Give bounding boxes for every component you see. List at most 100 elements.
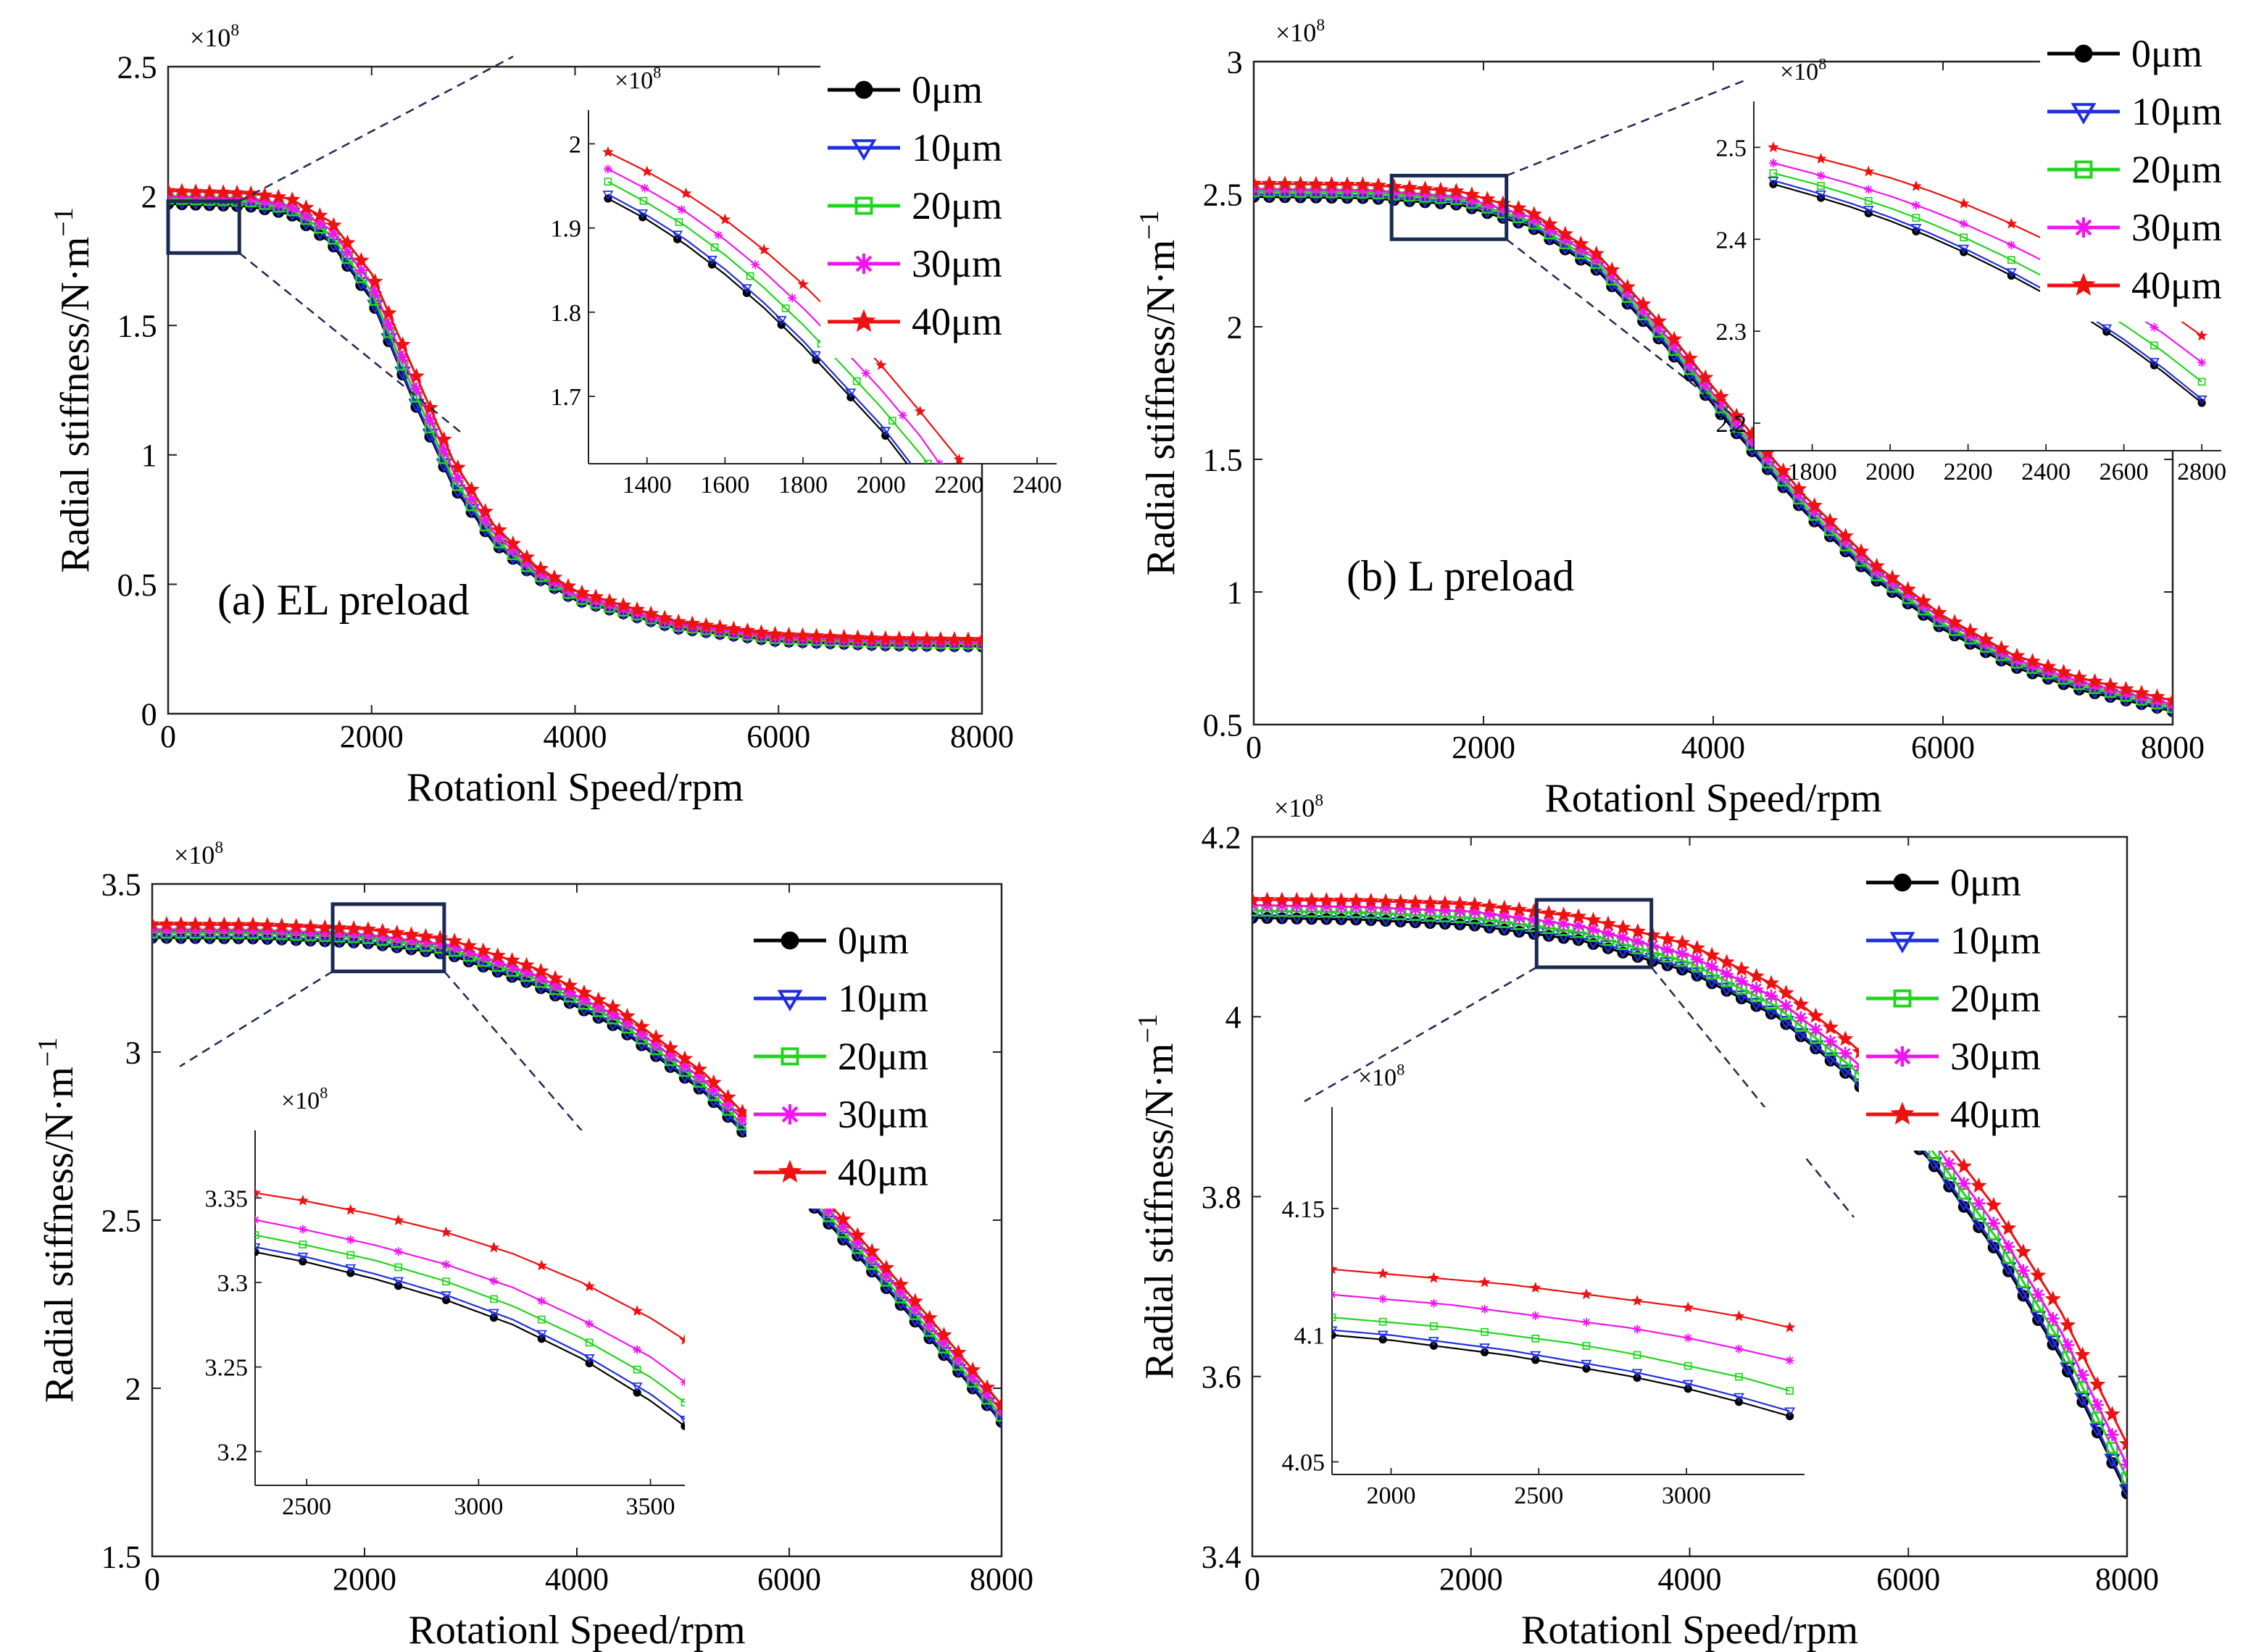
panel-d-point (2092, 1411, 2104, 1424)
panel-b-point (1993, 640, 2010, 656)
panel-b-point (1605, 269, 1619, 283)
panel-b-inset-xtick-label: 2800 (2177, 459, 2226, 485)
panel-a-inset-ytick-label: 2 (569, 131, 581, 158)
panel-c-inset-point (441, 1260, 451, 1269)
panel-d-point (1392, 893, 1409, 909)
panel-d-inset-point (1480, 1304, 1489, 1314)
panel-b-point (1541, 215, 1558, 232)
panel-c-point (591, 1000, 605, 1014)
panel-a-point (230, 191, 244, 205)
panel-a-inset-point (710, 243, 719, 251)
panel-b-point (2133, 684, 2150, 700)
panel-d-inset-line-0μm (1332, 1334, 1790, 1417)
panel-d-point (1735, 975, 1749, 988)
panel-a-inset-multiplier: ×108 (615, 64, 661, 94)
panel-a-point (368, 285, 382, 299)
panel-b-inset-point (2005, 268, 2017, 278)
panel-b-point (1356, 183, 1370, 197)
panel-b-inset-point (1959, 219, 1968, 228)
panel-b-inset-point (1912, 214, 1921, 222)
panel-d-inset-point (1581, 1317, 1591, 1327)
panel-c-point (981, 1387, 994, 1401)
panel-a-inset-point (845, 388, 857, 399)
panel-c-point (547, 969, 564, 985)
panel-a-point (325, 217, 342, 233)
panel-b-point (1354, 176, 1371, 192)
panel-d-point (1823, 1035, 1837, 1048)
panel-c-point (446, 933, 463, 948)
panel-d-point (1763, 975, 1780, 990)
panel-d-point (1304, 899, 1318, 913)
panel-c-point (633, 1018, 650, 1034)
panel-b-legend-marker (2074, 160, 2093, 179)
panel-c-inset-line-10μm (255, 1246, 685, 1420)
panel-b-inset-ytick-label: 2.2 (1716, 411, 1747, 438)
panel-d-point (2044, 1290, 2061, 1306)
panel-d-point (1453, 904, 1467, 918)
panel-a-xtick-label: 0 (160, 719, 176, 754)
panel-c-inset-point (345, 1264, 357, 1274)
panel-d-point (1689, 967, 1705, 982)
panel-d-inset-point (1733, 1310, 1745, 1322)
panel-b-point (1668, 339, 1681, 353)
panel-b-point (2118, 680, 2134, 696)
panel-a-inset-line-20μm (607, 180, 929, 464)
panel-a-legend-label: 30μm (912, 242, 1002, 285)
panel-a-inset-point (640, 183, 649, 193)
panel-a-point (451, 471, 465, 485)
panel-b-point (1666, 330, 1683, 346)
panel-b-inset-point (2197, 358, 2207, 367)
panel-c-inset-point (536, 1330, 547, 1340)
panel-c-xtick-label: 4000 (545, 1561, 609, 1597)
panel-a-point (547, 575, 561, 589)
panel-c-point (505, 960, 519, 974)
panel-a-legend-marker (854, 254, 874, 274)
panel-b-point (1697, 369, 1714, 385)
panel-a-point (189, 190, 203, 204)
panel-b-point (1589, 252, 1603, 266)
panel-d-point (1466, 896, 1483, 912)
panel-b-inset-ytick-label: 2.5 (1716, 135, 1747, 162)
panel-d-point (1275, 899, 1289, 913)
panel-d-inset-line-10μm (1332, 1329, 1790, 1412)
panel-a-inset-ytick-label: 1.8 (551, 300, 582, 327)
panel-c-point (361, 928, 375, 942)
panel-b-inset-ytick-label: 2.4 (1716, 227, 1747, 254)
panel-a-point (684, 615, 701, 631)
panel-c-inset-point (585, 1338, 594, 1347)
panel-c-zoom-line (443, 970, 584, 1133)
panel-b-xtick-label: 4000 (1681, 730, 1745, 765)
panel-a-inset-line-40μm (607, 151, 960, 460)
panel-b-point (1557, 225, 1573, 241)
panel-a-point (423, 413, 437, 427)
panel-d-inset-point (1332, 1326, 1338, 1336)
panel-b: 0 2000 4000 6000 8000 0.5 1 1.5 2 2.5 3 Rotationl S… (1134, 16, 2243, 821)
panel-b-point (1370, 177, 1387, 193)
panel-b-inset-point (1768, 177, 1779, 186)
panel-c-point (347, 927, 361, 940)
panel-c-inset-line-0μm (255, 1251, 685, 1427)
panel-b-point (1543, 222, 1557, 236)
panel-c-point (993, 1396, 1002, 1412)
panel-a-xtick-label: 2000 (340, 719, 404, 754)
panel-b-inset-point (1910, 180, 1922, 191)
panel-a-point (478, 513, 492, 527)
panel-c-legend: 0μm 10μm 20μm 30μm 40μm (746, 911, 993, 1209)
panel-a-point (698, 617, 715, 633)
panel-d-legend-label: 0μm (1950, 861, 2021, 904)
panel-a-point (327, 227, 341, 241)
panel-d-inset-point (1733, 1393, 1744, 1403)
panel-d-inset-point (1478, 1276, 1491, 1288)
panel-d-inset-point (1377, 1267, 1389, 1279)
panel-a-point (518, 548, 536, 564)
panel-c-inset-point (344, 1203, 357, 1215)
panel-c-legend-label: 40μm (838, 1151, 928, 1194)
panel-a-inset-point (637, 209, 649, 219)
panel-a-inset-point (898, 411, 907, 420)
panel-d-point (2015, 1243, 2031, 1259)
panel-d-series-30μm (1252, 898, 2127, 1472)
panel-c-ytick-label: 3.5 (101, 867, 141, 902)
panel-b-point (1558, 233, 1572, 246)
panel-c-point (491, 955, 504, 969)
panel-c-inset-point (297, 1194, 309, 1206)
